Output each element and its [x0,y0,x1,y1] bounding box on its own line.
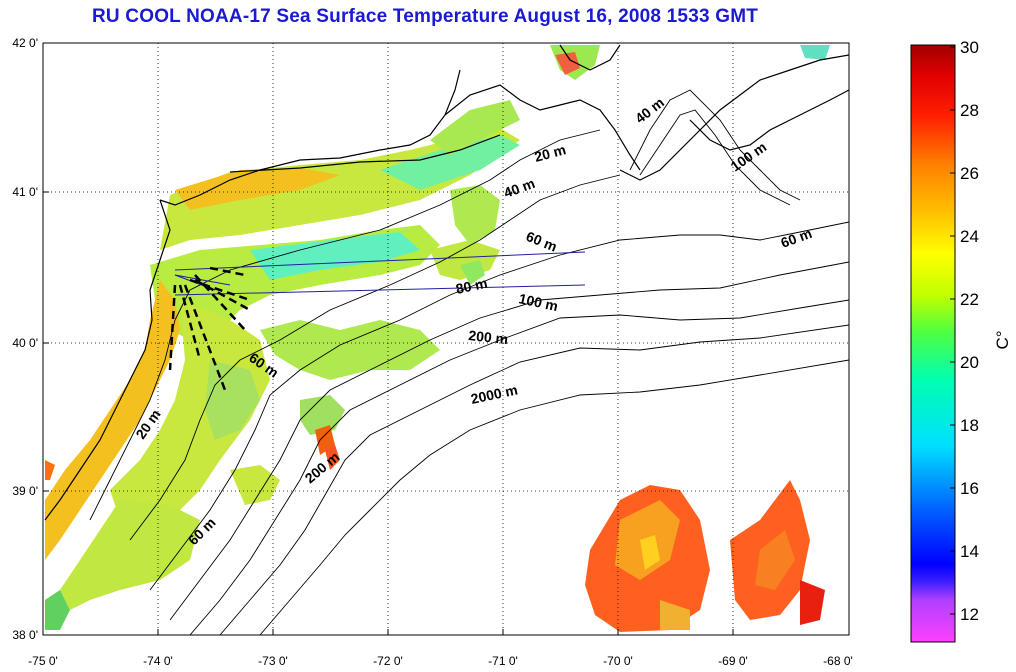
colorbar-tick-label: 20 [960,353,979,372]
isobath-2000m [259,359,849,635]
lat-tick-label: 39 0' [12,484,38,498]
colorbar-tick-label: 30 [960,38,979,57]
map-content: 20 m 40 m 40 m 100 m 60 m 60 m 80 m 100 … [44,44,849,635]
lat-tick-label: 42 0' [12,36,38,50]
colorbar-tick-label: 28 [960,101,979,120]
isobath-label: 20 m [533,141,568,165]
lon-tick-label: -70 0' [603,654,633,668]
colorbar-unit-label: C° [993,330,1012,349]
isobath-60m [149,221,849,591]
tick-marks [42,42,850,636]
mooring-lines [168,266,251,391]
colorbar-tick-label: 18 [960,416,979,435]
colorbar-tick-label: 24 [960,227,979,246]
isobath-40m [129,174,621,541]
colorbar-tick-label: 14 [960,542,979,561]
isobath-label: 200 m [468,327,509,347]
colorbar-tick-label: 12 [960,605,979,624]
lon-tick-label: -75 0' [28,654,58,668]
lon-tick-label: -74 0' [143,654,173,668]
colorbar-tick-label: 26 [960,164,979,183]
isobath-label: 80 m [454,275,489,297]
lon-tick-label: -69 0' [718,654,748,668]
lon-tick-label: -72 0' [373,654,403,668]
isobath-200m [219,324,849,635]
isobath-20m [89,129,601,521]
lat-tick-labels: 38 0' 39 0' 40 0' 41 0' 42 0' [12,36,38,642]
map-title: RU COOL NOAA-17 Sea Surface Temperature … [91,6,759,27]
colorbar-gradient [910,44,956,643]
coastline [44,44,849,521]
colorbar-tick-label: 22 [960,290,979,309]
lat-tick-label: 41 0' [12,185,38,199]
lon-tick-label: -73 0' [258,654,288,668]
colorbar-tick-label: 16 [960,479,979,498]
colorbar: 12 14 16 18 20 22 24 26 28 30 C° [910,38,1012,643]
isobaths [89,89,849,635]
lon-tick-labels: -75 0' -74 0' -73 0' -72 0' -71 0' -70 0… [28,654,853,668]
isobath-80m [169,261,849,621]
lon-tick-label: -71 0' [488,654,518,668]
isobath-100m [189,299,849,635]
lon-tick-label: -68 0' [823,654,853,668]
lat-tick-label: 38 0' [12,628,38,642]
lat-tick-label: 40 0' [12,336,38,350]
graticule [43,43,849,635]
sst-data-layer [45,45,830,632]
